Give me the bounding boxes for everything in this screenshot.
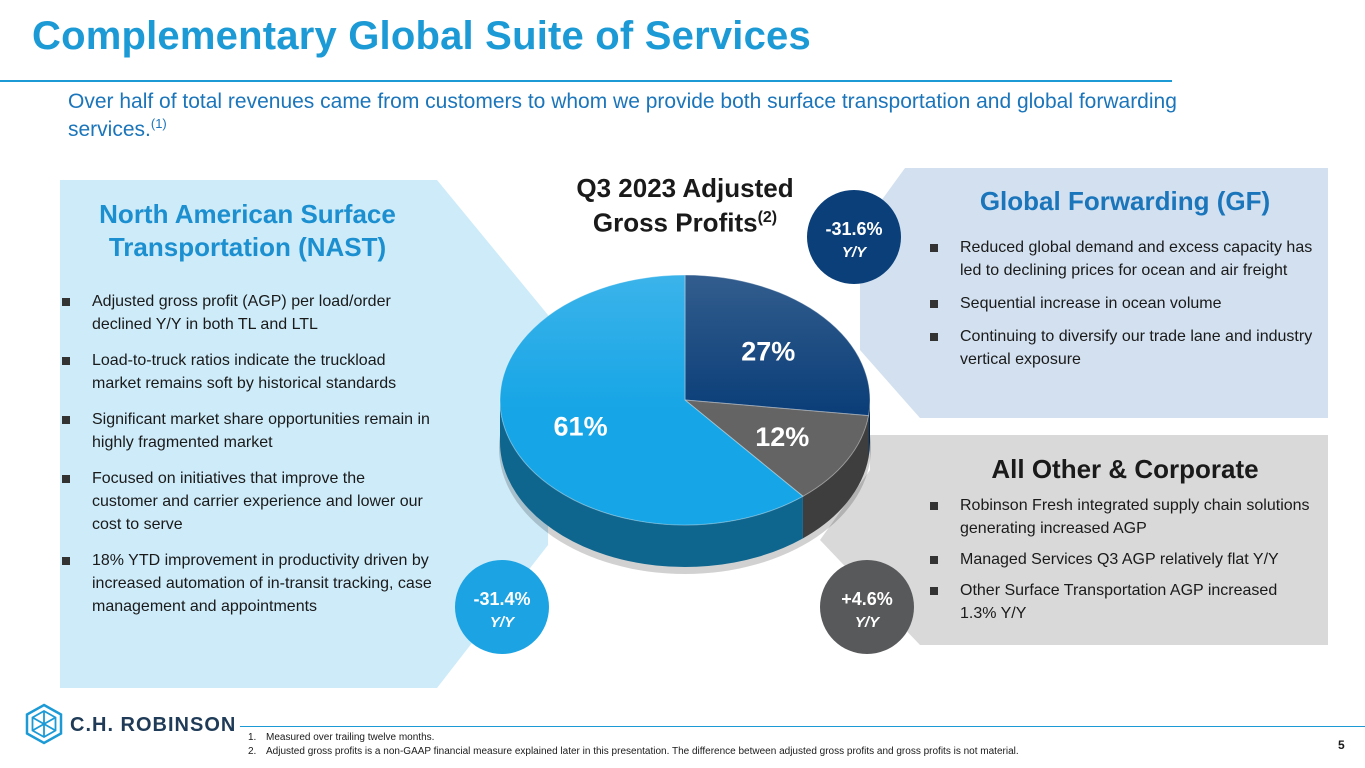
pie-labels: 27% 12% 61% xyxy=(554,336,810,452)
other-change-unit: Y/Y xyxy=(854,614,880,631)
gf-change-unit: Y/Y xyxy=(841,244,867,261)
nast-panel xyxy=(60,180,548,688)
page-number: 5 xyxy=(1338,738,1345,752)
chart-title-line2: Gross Profits xyxy=(592,207,758,238)
footnote: 1. Measured over trailing twelve months. xyxy=(248,731,1019,745)
other-change-badge: +4.6% Y/Y xyxy=(820,560,914,654)
other-bullet: Managed Services Q3 AGP relatively flat … xyxy=(928,548,1318,571)
gf-bullet: Sequential increase in ocean volume xyxy=(928,292,1318,315)
subtitle-text: Over half of total revenues came from cu… xyxy=(68,90,1177,141)
footnotes: 1. Measured over trailing twelve months. … xyxy=(248,731,1019,759)
footnote-number: 1. xyxy=(248,732,257,743)
pie-slice-label: 12% xyxy=(755,422,809,452)
other-bullet: Robinson Fresh integrated supply chain s… xyxy=(928,494,1318,540)
pie-top xyxy=(499,274,871,526)
other-panel xyxy=(820,435,1328,645)
other-bullet-list: Robinson Fresh integrated supply chain s… xyxy=(928,494,1318,633)
gf-change-badge: -31.6% Y/Y xyxy=(807,190,901,284)
pie-slice-label: 27% xyxy=(741,336,795,366)
nast-bullet: Significant market share opportunities r… xyxy=(60,408,432,454)
gf-bullet-list: Reduced global demand and excess capacit… xyxy=(928,236,1318,381)
chart-title-line1: Q3 2023 Adjusted xyxy=(576,173,794,203)
nast-change-unit: Y/Y xyxy=(489,614,515,631)
other-title: All Other & Corporate xyxy=(991,454,1259,484)
footnote-text: Adjusted gross profits is a non-GAAP fin… xyxy=(266,746,1019,757)
chart-title: Q3 2023 Adjusted Gross Profits(2) xyxy=(550,174,820,238)
nast-title: North American Surface Transportation (NA… xyxy=(60,198,435,264)
gf-change-value: -31.6% xyxy=(825,219,883,239)
nast-bullet: Load-to-truck ratios indicate the truckl… xyxy=(60,349,432,395)
nast-bullet: Adjusted gross profit (AGP) per load/ord… xyxy=(60,290,432,336)
footnote: 2. Adjusted gross profits is a non-GAAP f… xyxy=(248,745,1019,759)
gf-title: Global Forwarding (GF) xyxy=(979,186,1271,216)
page-subtitle: Over half of total revenues came from cu… xyxy=(68,91,1188,141)
nast-bullet-list: Adjusted gross profit (AGP) per load/ord… xyxy=(60,290,432,631)
gf-bullet: Continuing to diversify our trade lane a… xyxy=(928,325,1318,371)
page-title: Complementary Global Suite of Services xyxy=(32,14,811,58)
nast-bullet: Focused on initiatives that improve the … xyxy=(60,467,432,536)
nast-title-line1: North American Surface xyxy=(99,199,396,229)
title-divider xyxy=(0,80,1172,82)
gf-panel xyxy=(860,168,1328,418)
ch-robinson-logo-icon xyxy=(25,703,63,745)
other-bullet: Other Surface Transportation AGP increas… xyxy=(928,579,1318,625)
logo-wordmark: C.H. ROBINSON xyxy=(70,714,237,736)
chart-title-footnote-ref: (2) xyxy=(757,209,778,226)
pie-slice-label: 61% xyxy=(554,411,608,441)
nast-change-badge: -31.4% Y/Y xyxy=(455,560,549,654)
nast-title-line2: Transportation (NAST) xyxy=(108,232,387,262)
pie-slice-side-2 xyxy=(500,400,803,567)
footnote-number: 2. xyxy=(248,746,257,757)
footnote-text: Measured over trailing twelve months. xyxy=(266,732,435,743)
nast-change-value: -31.4% xyxy=(473,589,531,609)
pie-chart: 27% 12% 61% xyxy=(499,274,871,574)
footer-divider xyxy=(240,726,1365,727)
other-change-value: +4.6% xyxy=(841,589,893,609)
nast-bullet: 18% YTD improvement in productivity driv… xyxy=(60,549,432,618)
gf-bullet: Reduced global demand and excess capacit… xyxy=(928,236,1318,282)
subtitle-footnote-ref: (1) xyxy=(150,116,167,131)
